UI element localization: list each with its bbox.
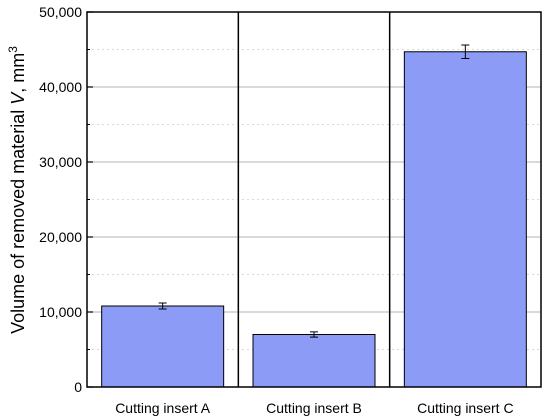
x-tick-label: Cutting insert C [417,400,513,416]
y-tick-label: 10,000 [39,304,82,320]
bar [101,305,225,388]
x-tick-label: Cutting insert A [115,400,211,416]
bar [252,334,376,388]
y-axis-label: Volume of removed material V, mm3 [6,46,28,334]
bars [101,44,527,388]
y-tick-label: 40,000 [39,79,82,95]
y-tick-label: 20,000 [39,229,82,245]
y-tick-label: 50,000 [39,4,82,20]
y-tick-label: 30,000 [39,154,82,170]
bar [403,51,527,388]
y-tick-label: 0 [74,379,82,395]
axes: 0 10,000 20,000 30,000 40,000 50,000 Cutting i… [39,4,542,416]
x-tick-label: Cutting insert B [266,400,362,416]
